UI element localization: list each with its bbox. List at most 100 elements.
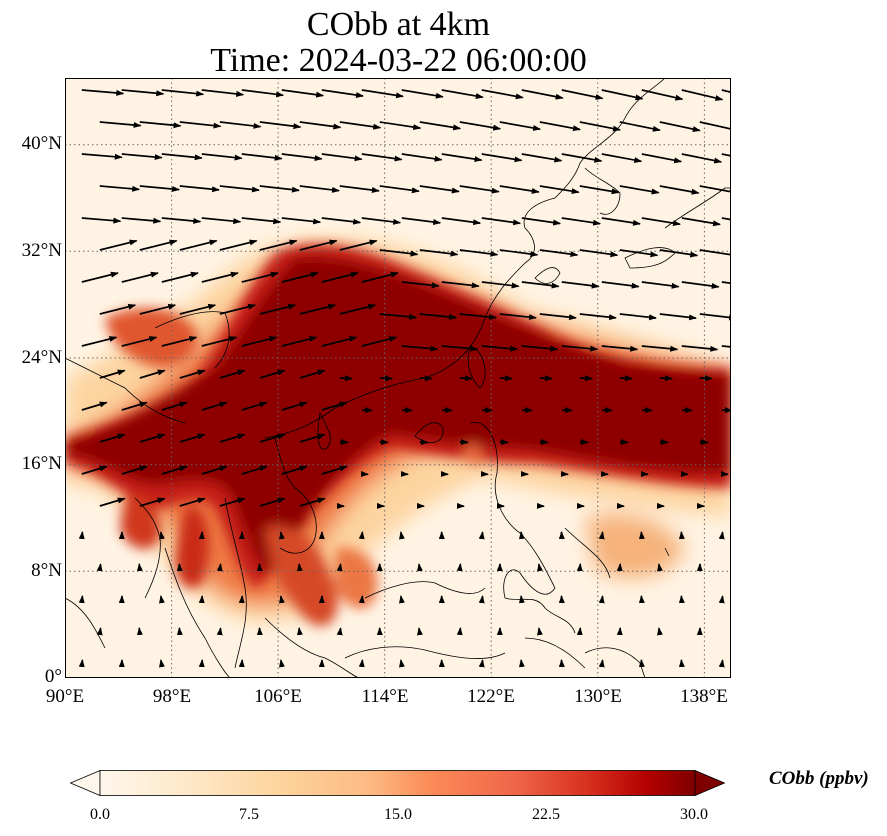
map-panel xyxy=(65,78,731,678)
wind-vector-arrow xyxy=(536,563,543,572)
wind-vector-arrow xyxy=(259,185,300,193)
lon-tick-label: 122°E xyxy=(467,686,515,707)
wind-vector-arrow xyxy=(201,401,228,411)
wind-vector-arrow xyxy=(478,659,485,668)
wind-vector-arrow xyxy=(401,217,442,225)
wind-vector-arrow xyxy=(419,121,462,131)
wind-vector-arrow xyxy=(201,271,239,283)
wind-vector-arrow xyxy=(536,627,543,636)
wind-vector-arrow xyxy=(459,375,473,382)
wind-vector-arrow xyxy=(259,121,302,130)
wind-vector-arrow xyxy=(561,281,600,289)
wind-vector-arrow xyxy=(201,465,228,475)
wind-vector-arrow xyxy=(681,345,719,352)
wind-vector-arrow xyxy=(419,313,458,320)
wind-vector-arrow xyxy=(78,595,85,604)
wind-vector-arrow xyxy=(321,465,348,475)
wind-vector-arrow xyxy=(398,595,405,604)
wind-vector-arrow xyxy=(139,239,178,251)
wind-vector-arrow xyxy=(721,345,731,348)
wind-vector-arrow xyxy=(456,563,463,572)
wind-vector-arrow xyxy=(521,281,560,289)
wind-vector-arrow xyxy=(681,153,723,164)
map-frame xyxy=(65,78,731,678)
wind-vector-arrow xyxy=(579,249,619,258)
wind-vector-arrow xyxy=(96,563,103,572)
wind-vector-arrow xyxy=(379,313,418,320)
wind-vector-arrow xyxy=(481,281,520,289)
wind-vector-arrow xyxy=(721,281,731,285)
wind-vector-arrow xyxy=(659,185,700,195)
wind-vector-arrow xyxy=(241,153,283,161)
lat-tick-label: 16°N xyxy=(21,453,62,474)
wind-vector-arrow xyxy=(216,627,223,636)
wind-vector-arrow xyxy=(598,595,605,604)
wind-vector-arrow xyxy=(576,563,583,572)
lon-tick-label: 98°E xyxy=(152,686,192,707)
wind-vector-arrow xyxy=(361,217,402,225)
wind-vector-arrow xyxy=(201,153,243,161)
wind-vector-arrow xyxy=(619,313,657,321)
wind-vector-arrow xyxy=(81,271,119,283)
wind-vector-arrow xyxy=(161,401,188,411)
wind-vector-arrow xyxy=(358,531,365,540)
wind-vector-arrow xyxy=(299,303,337,315)
wind-vector-arrow xyxy=(681,407,693,414)
wind-vector-arrow xyxy=(158,531,165,540)
wind-vector-arrow xyxy=(281,336,318,347)
wind-vector-arrow xyxy=(619,375,633,382)
wind-vector-arrow xyxy=(321,89,364,98)
wind-vector-arrow xyxy=(419,185,460,194)
wind-vector-arrow xyxy=(99,303,137,315)
wind-vector-arrow xyxy=(161,217,202,224)
wind-vector-arrow xyxy=(179,239,218,251)
wind-vector-arrow xyxy=(561,153,603,163)
wind-vector-arrow xyxy=(161,271,199,283)
colorbar-tick-label: 0.0 xyxy=(90,806,110,823)
wind-vector-arrow xyxy=(336,627,343,636)
wind-vector-arrow xyxy=(216,563,223,572)
wind-vector-arrow xyxy=(278,531,285,540)
cobb-concentration-field xyxy=(65,237,731,627)
wind-vector-arrow xyxy=(161,153,203,161)
wind-vector-arrow xyxy=(401,345,439,352)
wind-vector-arrow xyxy=(241,217,282,225)
wind-vector-arrow xyxy=(121,271,159,283)
wind-vector-arrow xyxy=(219,239,258,251)
wind-vector-arrow xyxy=(299,121,342,130)
lat-tick-label: 24°N xyxy=(21,347,62,368)
wind-vector-arrow xyxy=(299,497,326,507)
wind-vector-arrow xyxy=(241,336,278,347)
wind-vector-arrow xyxy=(219,497,246,507)
wind-vector-arrow xyxy=(99,369,126,379)
wind-vector-arrow xyxy=(281,89,325,98)
wind-vector-arrow xyxy=(518,659,525,668)
wind-vector-arrow xyxy=(379,185,420,194)
wind-vector-arrow xyxy=(481,153,523,163)
wind-vector-arrow xyxy=(499,313,537,321)
colorbar-tick-label: 30.0 xyxy=(680,806,708,823)
colorbar-tick-label: 22.5 xyxy=(532,806,560,823)
wind-vector-arrow xyxy=(81,465,108,475)
colorbar-tick-label: 15.0 xyxy=(384,806,412,823)
wind-vector-arrow xyxy=(81,89,125,96)
wind-vector-arrow xyxy=(281,271,319,283)
wind-vector-arrow xyxy=(81,153,123,160)
wind-vector-arrow xyxy=(601,281,640,289)
wind-vector-arrow xyxy=(96,627,103,636)
wind-vector-arrow xyxy=(459,121,502,131)
wind-vector-arrow xyxy=(361,89,404,99)
wind-vector-arrow xyxy=(401,281,440,289)
wind-vector-arrow xyxy=(179,121,222,129)
wind-vector-arrow xyxy=(219,303,257,315)
wind-vector-arrow xyxy=(561,345,599,352)
wind-vector-arrow xyxy=(678,531,685,540)
wind-vector-arrow xyxy=(641,345,679,352)
wind-vector-arrow xyxy=(499,249,539,257)
wind-vector-arrow xyxy=(699,313,731,321)
lat-tick-label: 40°N xyxy=(21,133,62,154)
colorbar-min-extend xyxy=(69,769,101,797)
wind-vector-arrow xyxy=(699,121,731,130)
wind-vector-arrow xyxy=(718,531,725,540)
wind-vector-arrow xyxy=(321,401,348,411)
